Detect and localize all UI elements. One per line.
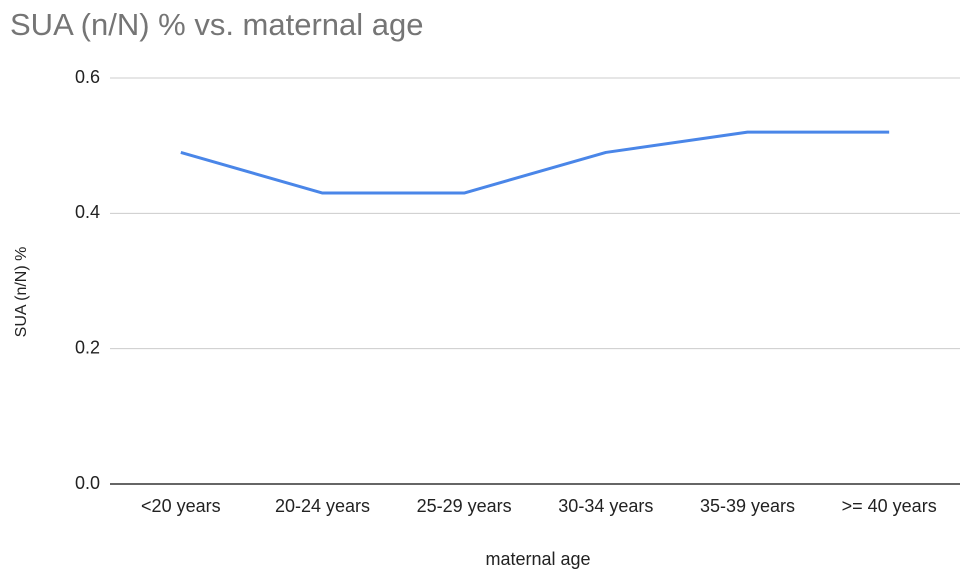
x-tick-label: >= 40 years [842,496,937,516]
x-tick-label: 30-34 years [558,496,653,516]
y-tick-label: 0.2 [75,337,100,357]
x-tick-label: 20-24 years [275,496,370,516]
y-axis-label: SUA (n/N) % [13,247,30,338]
y-tick-label: 0.0 [75,473,100,493]
chart-title: SUA (n/N) % vs. maternal age [10,7,424,42]
x-tick-label: 25-29 years [417,496,512,516]
x-axis-label: maternal age [485,549,590,569]
line [180,130,890,195]
y-tick-label: 0.4 [75,202,100,222]
x-tick-label: 35-39 years [700,496,795,516]
y-tick-label: 0.6 [75,67,100,87]
x-tick-label: <20 years [141,496,221,516]
